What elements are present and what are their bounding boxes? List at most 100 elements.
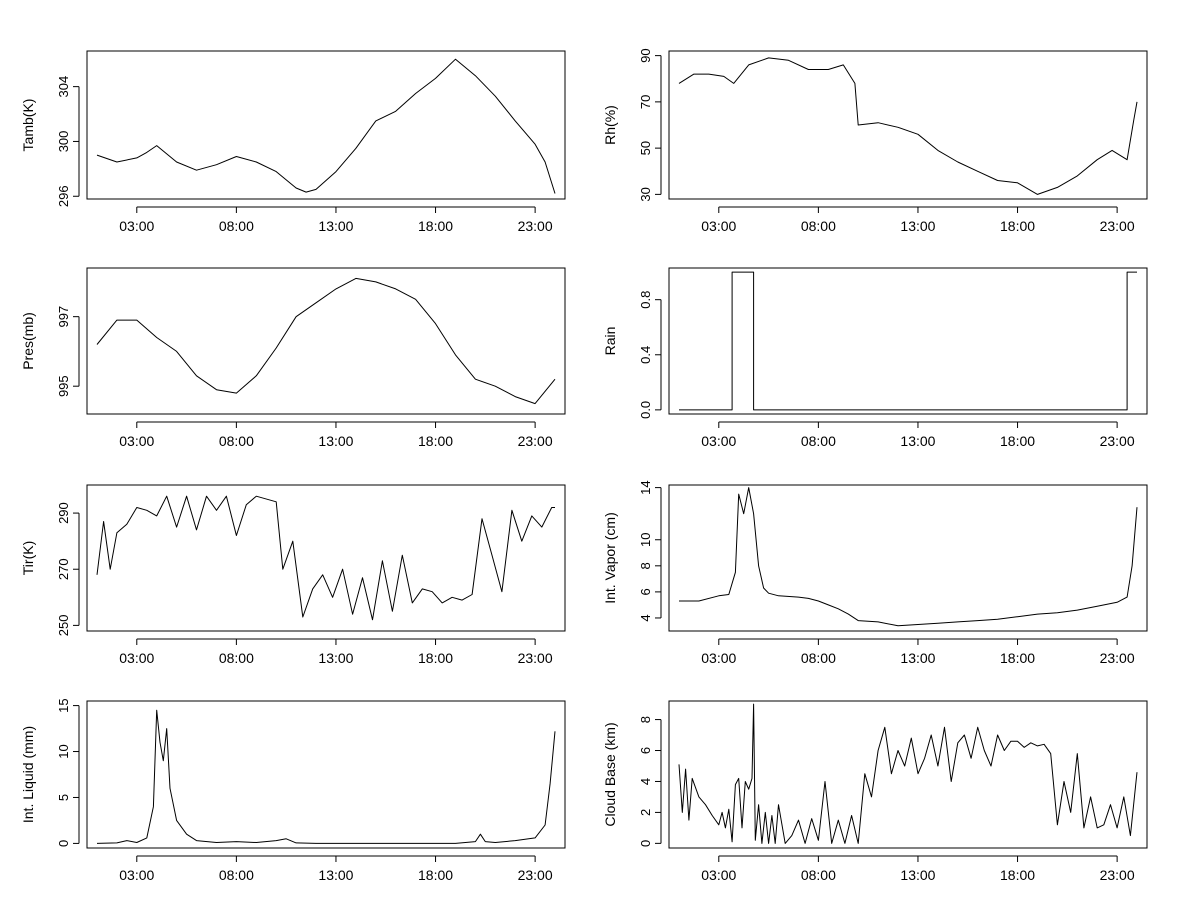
x-tick-label: 03:00: [701, 218, 736, 234]
y-tick-label: 304: [56, 76, 71, 98]
series-line: [678, 703, 1138, 844]
x-tick-label: 03:00: [119, 867, 154, 883]
y-tick-label: 0: [638, 840, 653, 847]
plot-frame: [86, 484, 566, 632]
x-tick-label: 08:00: [219, 218, 254, 234]
series-line: [679, 271, 1137, 411]
y-axis-label: Tir(K): [20, 541, 36, 575]
y-axis-label: Tamb(K): [20, 99, 36, 152]
y-tick-label: 90: [638, 48, 653, 62]
y-tick-label: 995: [56, 375, 71, 397]
x-tick-label: 08:00: [801, 650, 836, 666]
panel-8: 03:00 08:00 13:00 18:00 23:00 0 2 4 6 8 Cloud Base…: [602, 700, 1148, 883]
plot-frame: [668, 700, 1148, 849]
panel-1: 03:00 08:00 13:00 18:00 23:00 296 300 304 Tamb(K…: [20, 50, 566, 234]
series-line: [96, 495, 555, 621]
x-tick-label: 08:00: [801, 218, 836, 234]
y-tick-label: 15: [56, 698, 71, 712]
plot-frame: [86, 267, 566, 415]
x-tick-label: 03:00: [119, 433, 154, 449]
series-line: [678, 57, 1138, 195]
y-tick-label: 14: [638, 480, 653, 494]
y-axis-label: Pres(mb): [20, 312, 36, 370]
x-tick-label: 03:00: [701, 433, 736, 449]
y-tick-label: 0.4: [638, 346, 653, 364]
plot-frame: [86, 50, 566, 200]
x-tick-label: 13:00: [318, 218, 353, 234]
x-tick-label: 23:00: [518, 433, 553, 449]
y-axis-label: Int. Vapor (cm): [602, 512, 618, 604]
y-tick-label: 296: [56, 185, 71, 207]
x-tick-label: 03:00: [119, 650, 154, 666]
x-tick-label: 23:00: [518, 867, 553, 883]
x-tick-label: 03:00: [119, 218, 154, 234]
series-line: [96, 709, 556, 844]
y-tick-label: 0.8: [638, 291, 653, 309]
y-tick-label: 30: [638, 187, 653, 201]
plot-frame: [668, 50, 1148, 200]
x-tick-label: 18:00: [1000, 650, 1035, 666]
y-tick-label: 290: [56, 502, 71, 524]
panel-4: 03:00 08:00 13:00 18:00 23:00 0.0 0.4 0.8 Rain: [602, 267, 1148, 449]
x-tick-label: 08:00: [801, 433, 836, 449]
x-tick-label: 13:00: [900, 650, 935, 666]
y-tick-label: 10: [56, 744, 71, 758]
x-tick-label: 13:00: [900, 218, 935, 234]
y-tick-label: 70: [638, 95, 653, 109]
x-tick-label: 08:00: [219, 650, 254, 666]
y-tick-label: 2: [638, 809, 653, 816]
y-axis-label: Int. Liquid (mm): [20, 726, 36, 823]
panel-3: 03:00 08:00 13:00 18:00 23:00 995 997 Pres(mb): [20, 267, 566, 449]
panel-6: 03:00 08:00 13:00 18:00 23:00 4 6 8 10 14 Int. Vap…: [602, 480, 1148, 666]
y-tick-label: 5: [56, 794, 71, 801]
plot-frame: [668, 484, 1148, 632]
x-tick-label: 23:00: [1100, 650, 1135, 666]
y-tick-label: 6: [638, 747, 653, 754]
y-tick-label: 50: [638, 141, 653, 155]
series-line: [96, 58, 556, 194]
y-tick-label: 10: [638, 533, 653, 547]
y-axis-label: Cloud Base (km): [602, 722, 618, 826]
x-tick-label: 18:00: [1000, 867, 1035, 883]
y-tick-label: 6: [638, 588, 653, 595]
panel-7: 03:00 08:00 13:00 18:00 23:00 0 5 10 15 Int. Liqu…: [20, 698, 566, 883]
y-axis-label: Rh(%): [602, 105, 618, 145]
x-tick-label: 18:00: [418, 650, 453, 666]
x-tick-label: 08:00: [219, 867, 254, 883]
y-axis-label: Rain: [602, 327, 618, 356]
x-tick-label: 23:00: [1100, 867, 1135, 883]
x-tick-label: 13:00: [318, 650, 353, 666]
series-line: [96, 277, 556, 405]
x-tick-label: 23:00: [1100, 433, 1135, 449]
y-tick-label: 0: [56, 840, 71, 847]
x-tick-label: 23:00: [1100, 218, 1135, 234]
x-tick-label: 23:00: [518, 650, 553, 666]
series-line: [679, 487, 1138, 627]
x-tick-label: 18:00: [418, 433, 453, 449]
x-tick-label: 18:00: [1000, 218, 1035, 234]
y-tick-label: 8: [638, 716, 653, 723]
y-tick-label: 300: [56, 131, 71, 153]
x-tick-label: 13:00: [318, 433, 353, 449]
x-tick-label: 03:00: [701, 867, 736, 883]
x-tick-label: 08:00: [219, 433, 254, 449]
y-tick-label: 997: [56, 306, 71, 328]
x-tick-label: 13:00: [900, 433, 935, 449]
plot-frame: [668, 267, 1148, 415]
x-tick-label: 18:00: [418, 218, 453, 234]
panel-2: 03:00 08:00 13:00 18:00 23:00 30 50 70 90 Rh(%): [602, 48, 1148, 234]
y-tick-label: 0.0: [638, 401, 653, 419]
y-tick-label: 270: [56, 558, 71, 580]
panel-5: 03:00 08:00 13:00 18:00 23:00 250 270 290 Tir(K): [20, 484, 566, 666]
x-tick-label: 18:00: [418, 867, 453, 883]
x-tick-label: 13:00: [318, 867, 353, 883]
y-tick-label: 8: [638, 562, 653, 569]
x-tick-label: 18:00: [1000, 433, 1035, 449]
x-tick-label: 23:00: [518, 218, 553, 234]
x-tick-label: 13:00: [900, 867, 935, 883]
x-tick-label: 08:00: [801, 867, 836, 883]
y-tick-label: 250: [56, 615, 71, 637]
plot-frame: [86, 700, 566, 849]
y-tick-label: 4: [638, 614, 653, 621]
